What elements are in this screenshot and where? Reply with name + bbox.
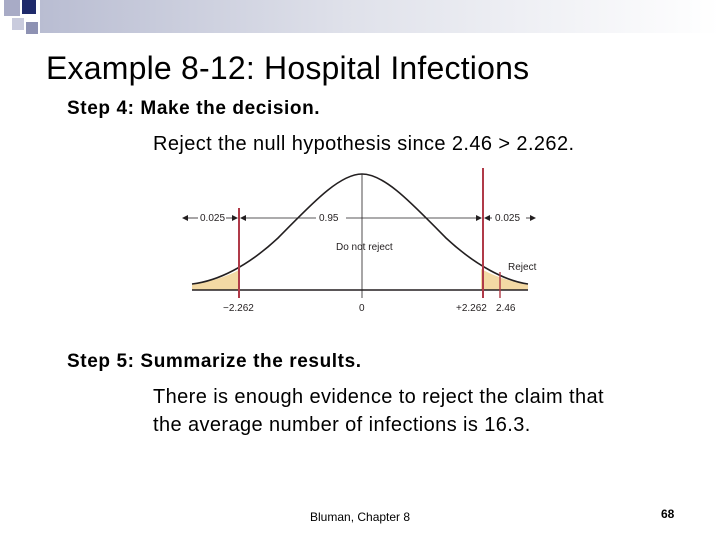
reject-label: Reject <box>508 262 537 273</box>
arrowhead <box>476 215 482 221</box>
center-value-label: 0 <box>359 303 365 314</box>
left-tail-region <box>192 270 239 290</box>
decor-square <box>26 22 38 34</box>
decor-square <box>12 18 24 30</box>
center-area-label: 0.95 <box>319 213 339 224</box>
step5-line1: There is enough evidence to reject the c… <box>153 386 604 408</box>
do-not-reject-label: Do not reject <box>336 242 393 253</box>
test-value-label: 2.46 <box>496 303 516 314</box>
left-critical-label: −2.262 <box>223 303 254 314</box>
page-number: 68 <box>661 507 675 521</box>
arrowhead <box>484 215 490 221</box>
slide-title: Example 8-12: Hospital Infections <box>46 50 530 86</box>
critical-value-figure: 0.025 0.95 0.025 Do not reject Reject −2… <box>182 168 537 314</box>
step4-body: Reject the null hypothesis since 2.46 > … <box>153 133 575 155</box>
arrowhead <box>232 215 238 221</box>
step4-heading: Step 4: Make the decision. <box>67 98 321 119</box>
decor-square <box>4 0 20 16</box>
arrowhead <box>182 215 188 221</box>
step5-heading: Step 5: Summarize the results. <box>67 351 362 372</box>
header-gradient-bar <box>40 0 720 33</box>
step5-line2: the average number of infections is 16.3… <box>153 414 531 436</box>
decor-square <box>22 0 36 14</box>
right-critical-label: +2.262 <box>456 303 487 314</box>
arrowhead <box>530 215 536 221</box>
footer-text: Bluman, Chapter 8 <box>310 510 411 524</box>
left-tail-area-label: 0.025 <box>200 213 225 224</box>
normal-curve <box>191 173 529 285</box>
header-decoration <box>0 0 720 40</box>
right-tail-region <box>481 269 528 290</box>
arrowhead <box>240 215 246 221</box>
right-tail-area-label: 0.025 <box>495 213 520 224</box>
